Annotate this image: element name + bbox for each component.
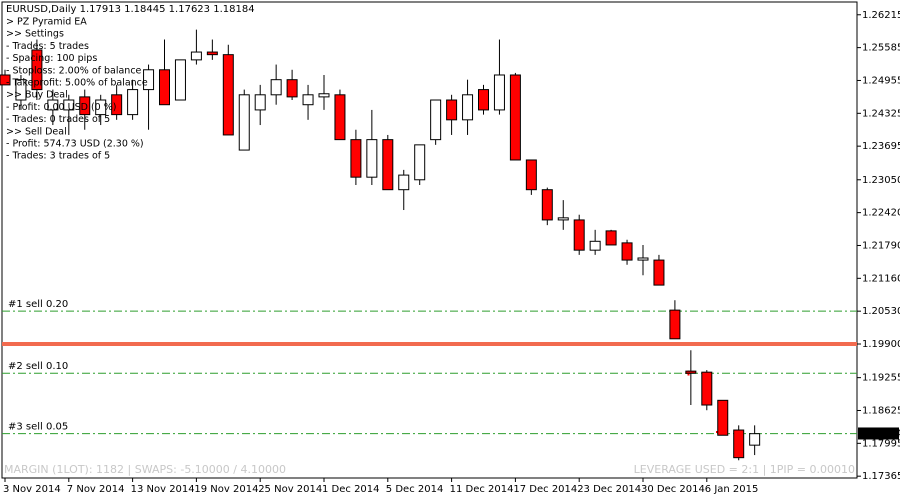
candle-body [190,51,202,61]
candle-body [366,139,378,178]
candle-body [430,99,442,141]
x-tick-label: 25 Nov 2014 [258,484,322,495]
x-tick-label: 23 Dec 2014 [577,484,641,495]
candle-body [302,94,314,106]
candle-body [621,242,633,261]
y-tick-label: 1.20530 [862,306,900,317]
y-tick-label: 1.19900 [862,339,900,350]
candle-body [206,51,218,56]
candle-body [15,79,27,101]
y-tick-label: 1.26215 [862,10,900,21]
candle-body [573,219,585,251]
ea-info-line: - Profit: 0.00 USD (0 %) [6,102,116,113]
candle-body [318,93,330,98]
x-tick-label: 30 Dec 2014 [641,484,705,495]
candle-body [111,94,123,116]
candle-body [31,49,43,91]
candle-body [95,99,107,116]
candle-body [270,79,282,96]
candle-body [462,94,474,121]
x-tick-label: 19 Nov 2014 [194,484,258,495]
ea-info-line: - Trades: 3 trades of 5 [6,151,110,162]
candle-body [63,99,75,111]
candle-body [79,96,91,116]
candle-body [685,370,697,374]
level-label: #3 sell 0.05 [8,422,68,433]
candle-body [605,230,617,246]
candle-body [174,59,186,101]
candle-body [382,139,394,191]
candle-body [509,74,521,161]
x-tick-label: 7 Nov 2014 [67,484,125,495]
ea-info-line: - Profit: 574.73 USD (2.30 %) [6,139,144,150]
level-label: #2 sell 0.10 [8,361,68,372]
y-tick-label: 1.18625 [862,405,900,416]
ea-info-line: >> Sell Deal [6,126,67,137]
y-tick-label: 1.23050 [862,175,900,186]
candle-body [669,309,681,340]
footer-right: LEVERAGE USED = 2:1 | 1PIP = 0.00010 [634,463,855,476]
x-tick-label: 1 Dec 2014 [322,484,380,495]
y-tick-label: 1.23695 [862,141,900,152]
y-tick-label: 1.17995 [862,438,900,449]
candle-body [733,429,745,459]
ea-info-line: >> Buy Deal [6,90,68,101]
y-tick-label: 1.24955 [862,75,900,86]
ea-info-line: - Trades: 5 trades [6,41,89,52]
candle-body [637,257,649,261]
candle-body [478,89,489,111]
candle-body [0,74,11,86]
candle-body [493,74,505,111]
candle-body [701,371,713,406]
candle-body [446,99,458,121]
candle-body [398,174,410,191]
candle-body [557,217,569,221]
chart-title: EURUSD,Daily 1.17913 1.18445 1.17623 1.1… [6,4,255,15]
y-tick-label: 1.25585 [862,43,900,54]
candle-body [350,139,362,178]
ea-info-line: - Spacing: 100 pips [6,53,97,64]
y-tick-label: 1.24325 [862,108,900,119]
candle-body [47,99,59,111]
candle-body [414,144,426,181]
candle-body [286,79,298,98]
footer-left: MARGIN (1LOT): 1182 | SWAPS: -5.10000 / … [4,463,286,476]
candle-body [334,94,346,141]
candle-body [159,69,170,106]
ea-info-line: > PZ Pyramid EA [6,17,87,28]
ea-info-line: - Stoploss: 2.00% of balance [6,65,142,76]
candle-body [717,399,729,436]
plot-frame [1,1,858,479]
x-tick-label: 6 Jan 2015 [705,484,759,495]
x-tick-label: 11 Dec 2014 [450,484,514,495]
current-price-label: 1.18184 [861,428,900,439]
candle-body [653,259,665,286]
y-tick-label: 1.21160 [862,273,900,284]
level-label: #1 sell 0.20 [8,299,68,310]
ea-info-line: >> Settings [6,29,64,40]
current-price-box [858,427,899,440]
x-tick-label: 5 Dec 2014 [386,484,444,495]
candle-body [143,69,155,91]
y-tick-label: 1.22420 [862,208,900,219]
ea-info-line: - Trades: 0 trades of 5 [6,114,110,125]
x-tick-label: 13 Nov 2014 [131,484,195,495]
ea-info-line: - Takeprofit: 5.00% of balance [6,78,148,89]
y-tick-label: 1.21790 [862,240,900,251]
candle-body [749,433,761,446]
candle-body [222,54,234,136]
candle-body [589,240,601,251]
y-tick-label: 1.17365 [862,471,900,482]
candle-body [254,94,266,111]
candle-body [238,94,250,151]
y-tick-label: 1.19255 [862,373,900,384]
candle-body [127,89,139,116]
candle-body [525,159,537,191]
x-tick-label: 3 Nov 2014 [3,484,61,495]
candle-body [541,189,553,221]
x-tick-label: 17 Dec 2014 [513,484,577,495]
